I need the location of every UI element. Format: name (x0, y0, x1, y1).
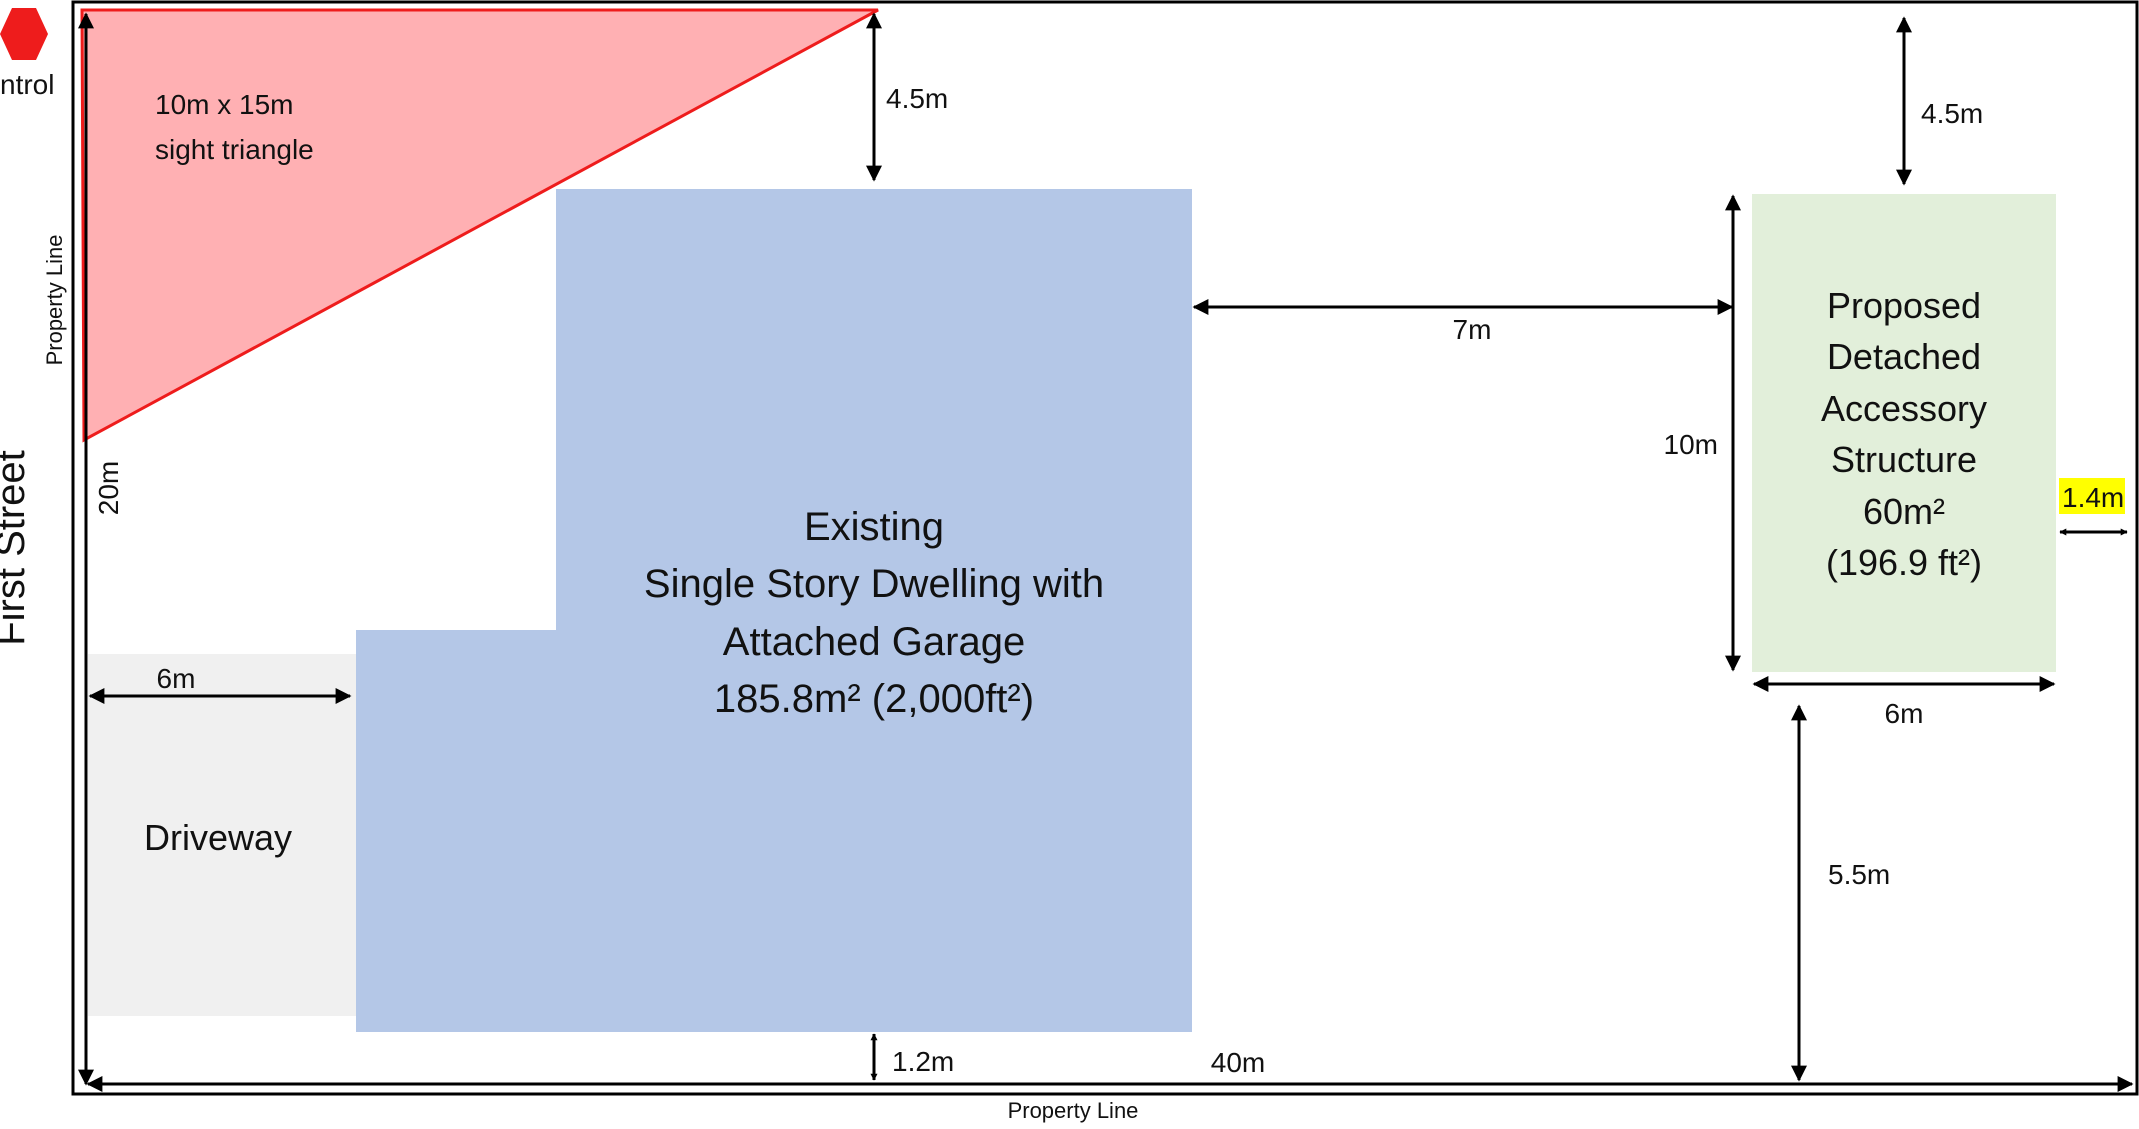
driveway (88, 654, 356, 1016)
street-label: First Street (0, 450, 33, 646)
property-line-bottom-label: Property Line (1008, 1098, 1139, 1123)
sight-triangle-label-line2: sight triangle (155, 134, 314, 165)
accessory-label-line1: Proposed (1827, 285, 1981, 326)
dim-separation-label: 7m (1453, 314, 1492, 345)
dim-accessory-depth-label: 10m (1664, 429, 1718, 460)
dim-side-setback-label: 1.4m (2062, 482, 2124, 513)
driveway-label: Driveway (144, 817, 292, 858)
accessory-label-line4: Structure (1831, 439, 1977, 480)
dwelling-label-line4: 185.8m² (2,000ft²) (714, 677, 1034, 721)
side-setback-highlight (2059, 478, 2125, 514)
accessory-label-line2: Detached (1827, 336, 1981, 377)
lot-boundary (71, 0, 2139, 1096)
accessory-label-line3: Accessory (1821, 388, 1987, 429)
existing-dwelling (356, 189, 1192, 1032)
dim-front-setback-dwelling-label: 4.5m (886, 83, 948, 114)
sight-triangle-label-line1: 10m x 15m (155, 89, 294, 120)
dim-lot-depth-label: 20m (93, 461, 124, 515)
dwelling-label-line2: Single Story Dwelling with (644, 562, 1104, 606)
dwelling-label-line1: Existing (804, 505, 944, 549)
dwelling-label-line3: Attached Garage (723, 620, 1025, 664)
dim-lot-width-label: 40m (1211, 1047, 1265, 1078)
dim-driveway-width-label: 6m (157, 663, 196, 694)
dim-rear-setback-label: 5.5m (1828, 859, 1890, 890)
property-line-left-label: Property Line (42, 235, 67, 366)
accessory-structure (1752, 194, 2056, 672)
accessory-label-line6: (196.9 ft²) (1826, 542, 1982, 583)
stop-sign-icon (0, 8, 48, 60)
accessory-label-line5: 60m² (1863, 491, 1945, 532)
dim-dwelling-rear-setback-label: 1.2m (892, 1046, 954, 1077)
dim-front-setback-accessory-label: 4.5m (1921, 98, 1983, 129)
dim-accessory-width-label: 6m (1885, 698, 1924, 729)
stop-control-label: ntrol (0, 69, 54, 100)
